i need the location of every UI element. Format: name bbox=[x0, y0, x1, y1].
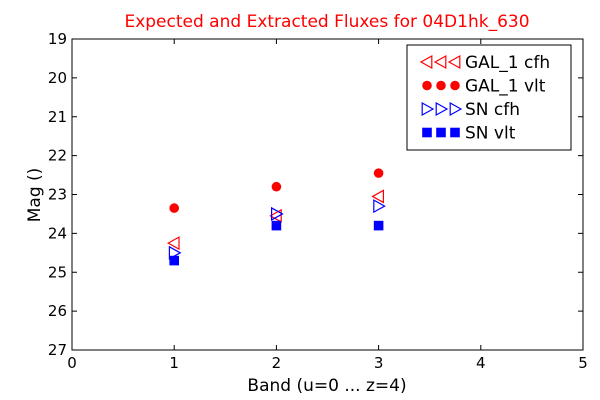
legend-marker bbox=[422, 80, 432, 91]
data-point bbox=[373, 168, 384, 178]
x-tick-label: 4 bbox=[476, 354, 486, 372]
data-point bbox=[271, 206, 284, 221]
y-tick-label: 21 bbox=[48, 108, 67, 126]
legend-marker bbox=[422, 127, 432, 138]
y-tick-label: 23 bbox=[48, 186, 67, 204]
y-axis-label: Mag () bbox=[25, 168, 45, 223]
legend-marker bbox=[436, 127, 446, 138]
data-point bbox=[373, 220, 384, 231]
y-tick-label: 24 bbox=[48, 224, 67, 242]
x-tick-label: 1 bbox=[169, 354, 179, 372]
legend-label: GAL_1 cfh bbox=[465, 53, 550, 73]
legend-marker bbox=[449, 101, 463, 117]
y-tick-label: 22 bbox=[48, 147, 67, 165]
data-point bbox=[169, 255, 179, 266]
data-point bbox=[371, 189, 384, 204]
legend: GAL_1 cfh GAL_1 vlt SN cfh SN vlt bbox=[406, 44, 572, 151]
x-tick-label: 5 bbox=[578, 354, 588, 372]
legend-marker bbox=[436, 80, 446, 91]
y-tick-label: 20 bbox=[48, 69, 67, 87]
data-point bbox=[373, 199, 386, 214]
x-tick-label: 2 bbox=[272, 354, 282, 372]
data-point bbox=[271, 220, 282, 231]
y-tick-label: 25 bbox=[48, 263, 67, 281]
y-tick-label: 26 bbox=[48, 302, 67, 320]
legend-marker bbox=[419, 54, 433, 70]
legend-marker bbox=[450, 127, 460, 138]
data-point bbox=[269, 208, 282, 223]
data-markers bbox=[166, 168, 386, 266]
x-tick-label: 0 bbox=[67, 354, 77, 372]
data-point bbox=[166, 236, 180, 251]
legend-marker bbox=[421, 101, 435, 117]
legend-label: GAL_1 vlt bbox=[465, 77, 546, 97]
y-tick-label: 19 bbox=[48, 30, 67, 48]
legend-label: SN vlt bbox=[465, 124, 516, 144]
legend-box bbox=[406, 44, 572, 151]
legend-marker bbox=[435, 101, 449, 117]
y-tick-label: 27 bbox=[48, 341, 67, 359]
legend-marker bbox=[447, 54, 461, 70]
legend-marker bbox=[450, 80, 460, 91]
chart-title: Expected and Extracted Fluxes for 04D1hk… bbox=[124, 12, 529, 32]
data-point bbox=[271, 181, 282, 192]
legend-label: SN cfh bbox=[465, 100, 520, 120]
data-point bbox=[169, 203, 179, 213]
legend-marker bbox=[433, 54, 447, 70]
x-tick-label: 3 bbox=[374, 354, 384, 372]
x-axis-label: Band (u=0 ... z=4) bbox=[247, 376, 406, 396]
